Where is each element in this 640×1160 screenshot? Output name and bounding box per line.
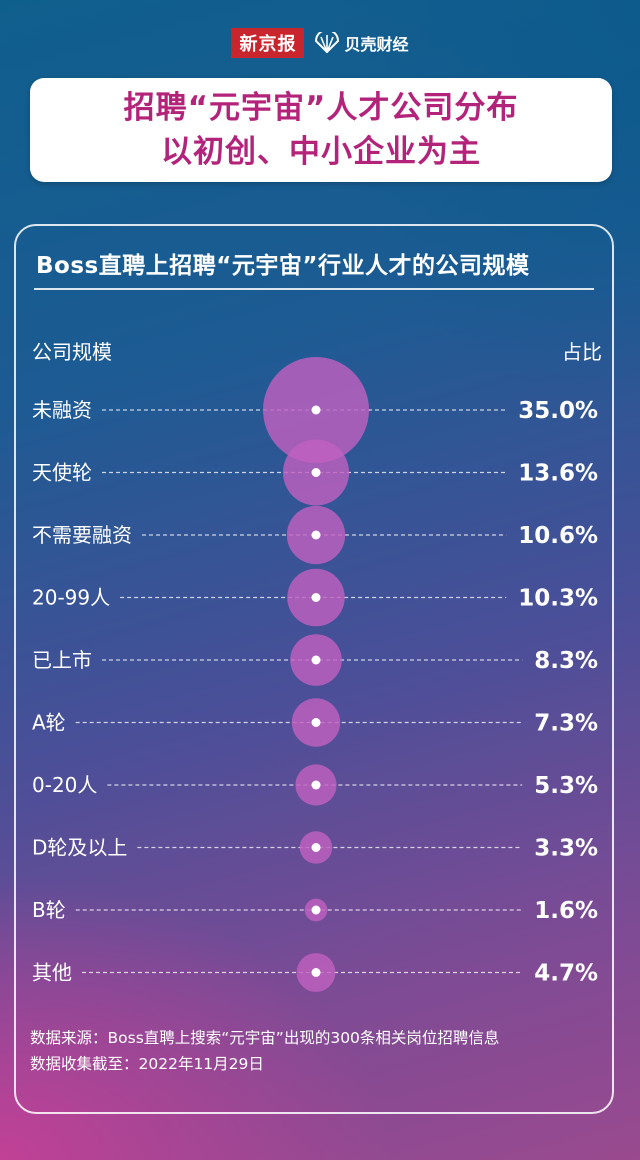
bubble-center-dot [311, 530, 321, 540]
footnote-source: 数据来源：Boss直聘上搜索“元宇宙”出现的300条相关岗位招聘信息 [30, 1029, 500, 1047]
headline-box: 招聘“元宇宙”人才公司分布 以初创、中小企业为主 [30, 78, 612, 182]
bubble-center-dot [311, 780, 321, 790]
value-label: 4.7% [534, 961, 598, 987]
bubble-center-dot [311, 718, 321, 727]
headline-line1: 招聘“元宇宙”人才公司分布 [123, 90, 519, 126]
value-label: 35.0% [518, 398, 598, 424]
category-label: 其他 [32, 961, 72, 985]
bubble-center-dot [311, 968, 321, 977]
category-label: 不需要融资 [32, 523, 132, 547]
category-label: A轮 [32, 711, 66, 735]
category-label: 未融资 [32, 398, 92, 422]
beike-finance-logo: 贝壳财经 [314, 31, 409, 55]
column-header-share: 占比 [562, 340, 602, 364]
bubble-center-dot [311, 593, 321, 602]
category-label: 0-20人 [32, 773, 97, 797]
chart-panel: Boss直聘上招聘“元宇宙”行业人才的公司规模 公司规模 占比 未融资 35.0%… [14, 224, 614, 1114]
headline-line2: 以初创、中小企业为主 [161, 134, 481, 170]
shell-icon [315, 32, 340, 54]
bubble-center-dot [311, 468, 321, 477]
masthead: 新京报 贝壳财经 [0, 28, 640, 58]
category-label: 已上市 [32, 648, 92, 672]
bubble-center-dot [311, 843, 321, 852]
category-label: 天使轮 [32, 461, 92, 485]
value-label: 1.6% [534, 898, 598, 924]
bubble-center-dot [311, 905, 321, 915]
value-label: 8.3% [534, 648, 598, 674]
value-label: 7.3% [534, 711, 598, 737]
value-label: 10.3% [518, 586, 598, 612]
value-label: 10.6% [518, 523, 598, 549]
bubble-chart: 未融资 35.0% 天使轮 13.6% 不需要融资 10.6% 20-99人 10.3% 已上市… [32, 357, 598, 992]
panel-title: Boss直聘上招聘“元宇宙”行业人才的公司规模 [36, 253, 530, 279]
beike-finance-label: 贝壳财经 [344, 35, 409, 54]
panel-divider [34, 288, 594, 290]
value-label: 3.3% [534, 836, 598, 862]
category-label: 20-99人 [32, 586, 110, 610]
category-label: B轮 [32, 898, 66, 922]
xinjingbao-logo: 新京报 [231, 28, 305, 58]
footnote-date: 数据收集截至：2022年11月29日 [30, 1055, 264, 1073]
column-header-size: 公司规模 [32, 340, 112, 364]
bubble-center-dot [311, 405, 321, 415]
category-label: D轮及以上 [32, 836, 127, 860]
value-label: 13.6% [518, 461, 598, 487]
value-label: 5.3% [534, 773, 598, 799]
bubble-center-dot [311, 655, 321, 665]
